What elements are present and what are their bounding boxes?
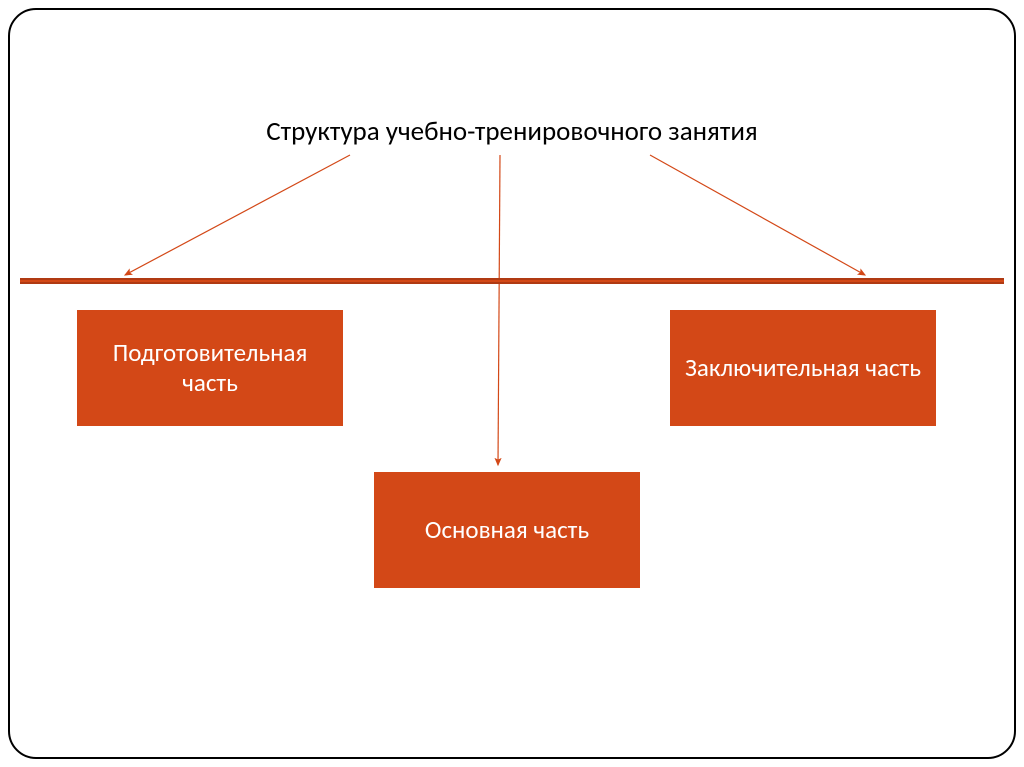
box-label: Основная часть [425,515,589,545]
box-label: Заключительная часть [685,353,921,383]
box-label: Подготовительная часть [85,338,335,398]
horizontal-divider [20,278,1004,284]
diagram-title: Структура учебно-тренировочного занятия [266,115,757,148]
box-main: Основная часть [372,470,642,590]
box-preparatory: Подготовительная часть [75,308,345,428]
box-final: Заключительная часть [668,308,938,428]
